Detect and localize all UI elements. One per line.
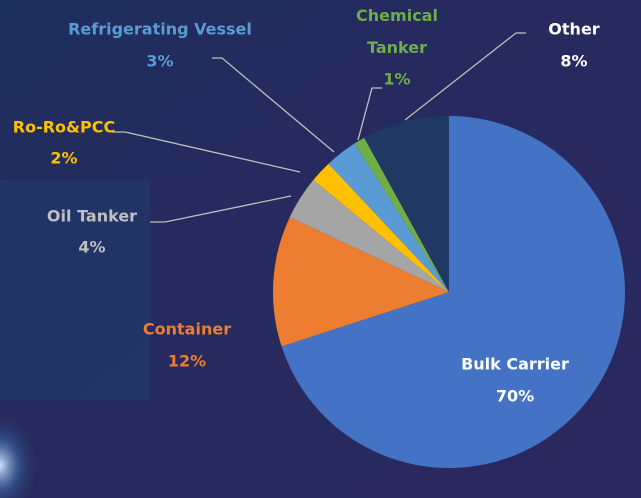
category-label: Container: [143, 320, 231, 339]
value-label: 3%: [146, 52, 173, 71]
category-label: Ro-Ro&PCC: [13, 118, 115, 137]
category-label: Oil Tanker: [47, 207, 137, 226]
decor: [0, 280, 160, 498]
value-label: 4%: [78, 238, 105, 257]
value-label: 70%: [496, 387, 534, 406]
category-label: Bulk Carrier: [461, 355, 569, 374]
category-label: Other: [548, 20, 599, 39]
value-label: 12%: [168, 352, 206, 371]
label-line: Chemical: [356, 6, 438, 25]
value-label: 2%: [50, 149, 77, 168]
value-label: 1%: [383, 70, 410, 89]
chart: Bulk Carrier 70% Container 12% Oil Tanker 4% R…: [0, 0, 641, 498]
label-line: Tanker: [367, 38, 427, 57]
value-label: 8%: [560, 52, 587, 71]
category-label: Refrigerating Vessel: [68, 20, 252, 39]
